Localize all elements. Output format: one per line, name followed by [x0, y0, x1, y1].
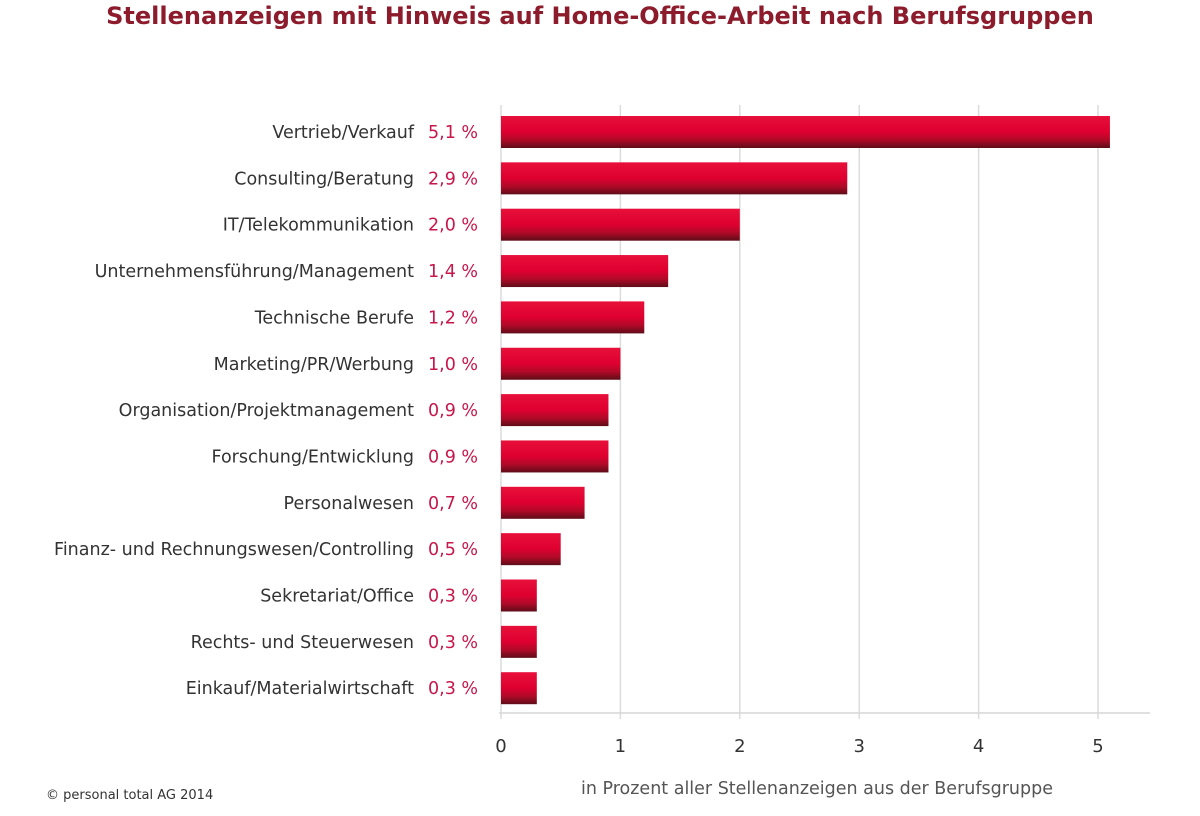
category-label: Unternehmensführung/Management: [95, 262, 415, 282]
category-label: Technische Berufe: [254, 308, 414, 328]
x-tick-label: 1: [615, 736, 626, 757]
bar: [501, 579, 537, 612]
bar: [501, 533, 561, 566]
category-label: Finanz- und Rechnungswesen/Controlling: [54, 540, 414, 560]
bar: [501, 672, 537, 705]
category-label: Rechts- und Steuerwesen: [191, 633, 414, 653]
data-label: 0,7 %: [428, 494, 478, 514]
category-label: Personalwesen: [284, 494, 414, 514]
data-label: 0,9 %: [428, 447, 478, 467]
bar: [501, 255, 669, 288]
data-label: 0,3 %: [428, 679, 478, 699]
x-tick-label: 4: [973, 736, 984, 757]
category-label: Vertrieb/Verkauf: [272, 123, 414, 143]
data-label: 1,4 %: [428, 262, 478, 282]
x-axis-title: in Prozent aller Stellenanzeigen aus der…: [581, 779, 1053, 799]
bar: [501, 625, 537, 658]
x-tick-label: 0: [495, 736, 506, 757]
data-label: 1,2 %: [428, 308, 478, 328]
data-label: 1,0 %: [428, 355, 478, 375]
bar: [501, 208, 740, 241]
category-label: Einkauf/Materialwirtschaft: [186, 679, 414, 699]
category-label: IT/Telekommunikation: [223, 216, 414, 236]
data-label: 0,9 %: [428, 401, 478, 421]
chart-title: Stellenanzeigen mit Hinweis auf Home-Off…: [106, 2, 1094, 30]
bar: [501, 394, 609, 427]
data-label: 2,9 %: [428, 169, 478, 189]
data-label: 0,3 %: [428, 587, 478, 607]
data-label: 0,5 %: [428, 540, 478, 560]
category-label: Consulting/Beratung: [234, 169, 414, 189]
bar: [501, 116, 1110, 148]
x-tick-label: 3: [853, 736, 864, 757]
data-label: 0,3 %: [428, 633, 478, 653]
x-tick-label: 5: [1092, 736, 1103, 757]
data-label: 5,1 %: [428, 123, 478, 143]
bar: [501, 440, 609, 473]
bar: [501, 486, 585, 519]
x-tick-label: 2: [734, 736, 745, 757]
category-label: Sekretariat/Office: [260, 587, 414, 607]
category-label: Forschung/Entwicklung: [212, 447, 414, 467]
copyright-notice: © personal total AG 2014: [46, 788, 214, 803]
category-label: Organisation/Projektmanagement: [119, 401, 414, 421]
data-label: 2,0 %: [428, 216, 478, 236]
bar: [501, 301, 645, 334]
bar: [501, 162, 848, 195]
bar: [501, 347, 621, 380]
category-label: Marketing/PR/Werbung: [214, 355, 414, 375]
